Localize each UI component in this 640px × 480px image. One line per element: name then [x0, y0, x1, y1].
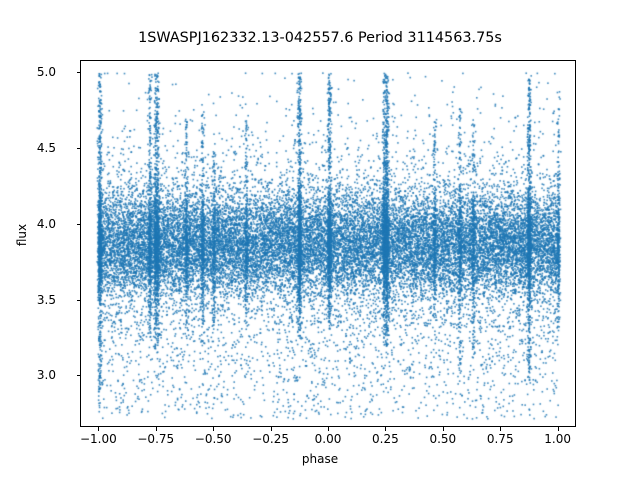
page-title: 1SWASPJ162332.13-042557.6 Period 3114563…	[138, 30, 502, 46]
y-tick-mark	[76, 72, 80, 74]
x-tick-label: −1.00	[79, 432, 117, 446]
y-tick-label: 3.5	[36, 292, 56, 307]
x-tick-mark	[270, 427, 272, 431]
x-tick-mark	[155, 427, 157, 431]
y-tick-mark	[76, 299, 80, 301]
y-tick-label: 4.5	[36, 140, 56, 155]
y-tick-mark	[76, 147, 80, 149]
x-tick-mark	[557, 427, 559, 431]
x-tick-mark	[328, 427, 329, 431]
x-tick-label: −0.75	[137, 432, 175, 446]
x-tick-label: 1.00	[544, 432, 571, 446]
y-tick-mark	[76, 223, 80, 225]
y-tick-mark	[76, 375, 80, 377]
y-axis-label: flux	[15, 223, 29, 247]
x-tick-mark	[213, 427, 215, 431]
y-tick-label: 5.0	[36, 65, 56, 80]
x-tick-label: 0.75	[486, 432, 514, 446]
plot-area	[80, 60, 576, 427]
x-tick-mark	[385, 427, 387, 431]
scatter-points	[81, 61, 575, 426]
x-tick-mark	[500, 427, 502, 431]
x-tick-label: 0.00	[314, 432, 342, 446]
x-tick-label: 0.50	[429, 432, 457, 446]
x-tick-mark	[442, 427, 444, 431]
x-tick-label: −0.50	[194, 432, 232, 446]
y-tick-label: 4.0	[36, 216, 56, 231]
x-tick-label: 0.25	[372, 432, 399, 446]
y-tick-label: 3.0	[36, 368, 56, 383]
x-tick-label: −0.25	[252, 432, 289, 446]
x-axis-label: phase	[301, 452, 339, 466]
x-tick-mark	[98, 427, 100, 431]
